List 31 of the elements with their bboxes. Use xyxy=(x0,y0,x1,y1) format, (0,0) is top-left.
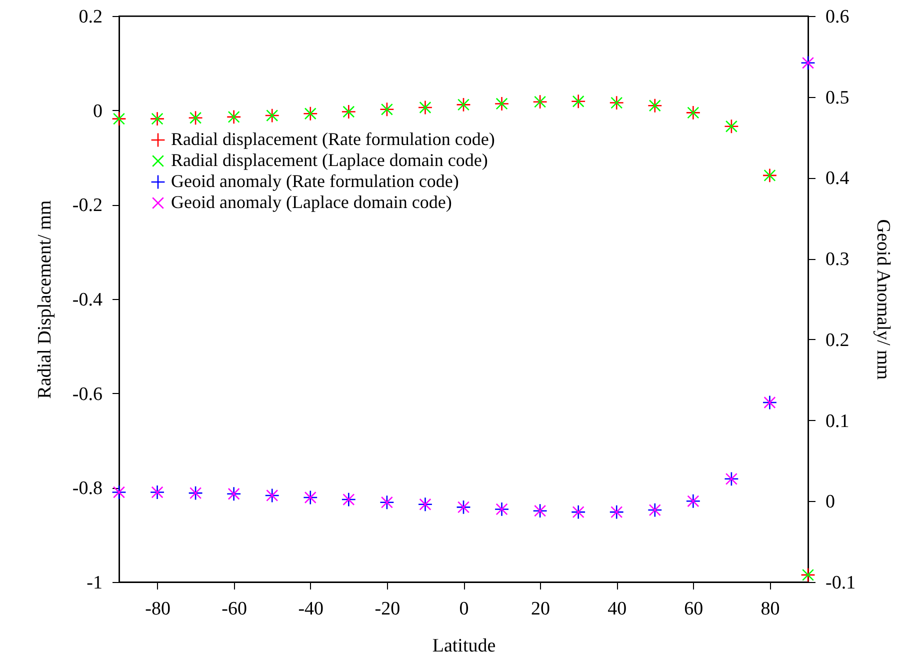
x-tick-label: -80 xyxy=(145,598,170,620)
y2-tick-label: 0.3 xyxy=(826,249,850,270)
y2-axis-title: Geoid Anomaly/ mm xyxy=(872,219,894,380)
y2-tick-label: 0.6 xyxy=(826,6,850,28)
legend-label: Geoid anomaly (Laplace domain code) xyxy=(171,192,452,212)
x-tick-label: -40 xyxy=(298,598,324,620)
y-tick-label: -0.6 xyxy=(72,384,102,405)
x-tick-label: -60 xyxy=(222,598,247,620)
y-tick-label: -1 xyxy=(86,572,102,594)
legend-label: Geoid anomaly (Rate formulation code) xyxy=(171,171,459,191)
y2-tick-label: 0.1 xyxy=(826,410,850,432)
y-axis-title: Radial Displacement/ mm xyxy=(34,200,56,399)
x-tick-label: -20 xyxy=(374,598,400,620)
y-tick-label: -0.2 xyxy=(72,195,102,216)
y-tick-label: 0.2 xyxy=(78,6,102,28)
x-axis-title: Latitude xyxy=(432,636,496,656)
x-tick-label: 80 xyxy=(760,598,780,620)
y2-tick-label: 0 xyxy=(826,492,835,513)
y-tick-label: -0.4 xyxy=(72,290,103,310)
y2-tick-label: 0.2 xyxy=(826,330,850,351)
x-tick-label: 40 xyxy=(608,598,627,620)
x-tick-label: 60 xyxy=(684,598,704,620)
y2-tick-label: 0.4 xyxy=(826,168,850,190)
legend-label: Radial displacement (Rate formulation code) xyxy=(171,129,495,149)
y-tick-label: 0 xyxy=(93,100,102,122)
y2-tick-label: 0.5 xyxy=(826,87,850,108)
x-tick-label: 20 xyxy=(531,598,550,620)
legend-label: Radial displacement (Laplace domain code) xyxy=(171,150,488,170)
x-tick-label: 0 xyxy=(459,598,469,620)
y-tick-label: -0.8 xyxy=(72,478,102,500)
y2-tick-label: -0.1 xyxy=(826,572,856,594)
